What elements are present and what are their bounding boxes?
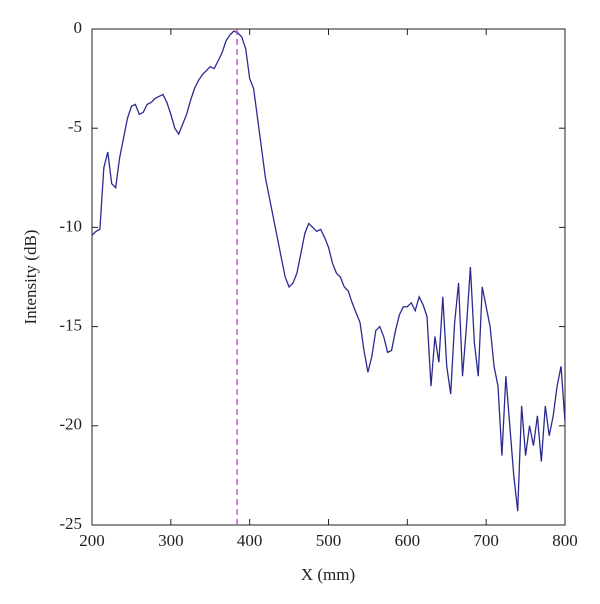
x-tick-label: 600 (395, 531, 421, 550)
y-tick-label: -10 (59, 216, 82, 235)
y-axis-label: Intensity (dB) (21, 230, 40, 325)
y-tick-label: 0 (74, 18, 83, 37)
x-tick-label: 200 (79, 531, 105, 550)
x-tick-label: 500 (316, 531, 342, 550)
x-tick-label: 300 (158, 531, 184, 550)
x-tick-label: 700 (473, 531, 499, 550)
y-tick-label: -5 (68, 117, 82, 136)
x-axis-label: X (mm) (301, 565, 355, 584)
y-tick-label: -25 (59, 514, 82, 533)
plot-frame (91, 28, 566, 526)
data-line (91, 30, 566, 512)
x-tick-label: 400 (237, 531, 263, 550)
y-tick-label: -15 (59, 316, 82, 335)
x-tick-label: 800 (552, 531, 578, 550)
y-tick-label: -20 (59, 415, 82, 434)
